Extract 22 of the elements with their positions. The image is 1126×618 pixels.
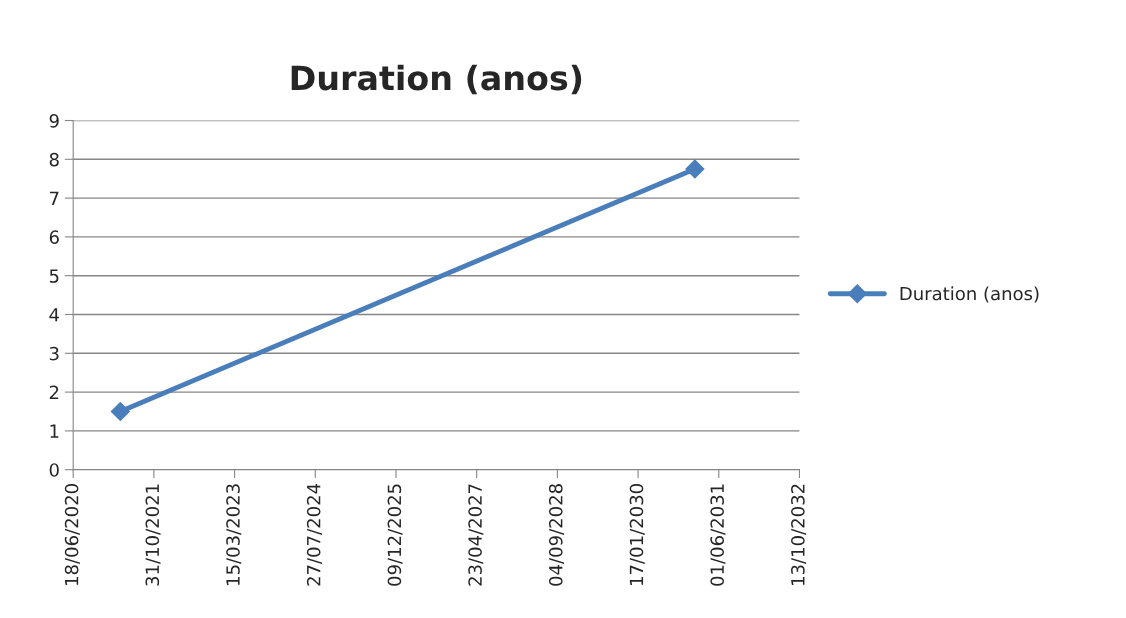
chart-title: Duration (anos) [291, 64, 582, 95]
legend-label: Duration (anos) [900, 286, 1039, 303]
y-tick-label: 0 [49, 463, 59, 477]
x-tick-label: 18/06/2020 [64, 484, 80, 585]
x-tick-label: 31/10/2021 [145, 484, 161, 586]
y-tick-label: 7 [49, 191, 59, 205]
x-tick-label: 23/04/2027 [468, 484, 484, 586]
x-tick-label: 15/03/2023 [226, 484, 242, 585]
x-tick-label: 04/09/2028 [548, 484, 565, 586]
x-tick-label: 17/01/2030 [629, 484, 645, 585]
y-tick-label: 6 [49, 230, 59, 245]
y-tick-label: 5 [49, 269, 59, 283]
y-tick-label: 9 [49, 113, 59, 128]
y-tick-label: 3 [49, 346, 59, 361]
x-tick-label: 01/06/2031 [710, 484, 726, 586]
x-tick-label: 27/07/2024 [306, 483, 322, 586]
y-tick-label: 1 [50, 424, 59, 438]
x-tick-label: 09/12/2025 [387, 484, 403, 586]
y-tick-label: 2 [49, 385, 59, 399]
y-tick-label: 8 [49, 152, 59, 167]
y-tick-label: 4 [49, 308, 59, 322]
x-tick-label: 13/10/2032 [791, 484, 807, 585]
